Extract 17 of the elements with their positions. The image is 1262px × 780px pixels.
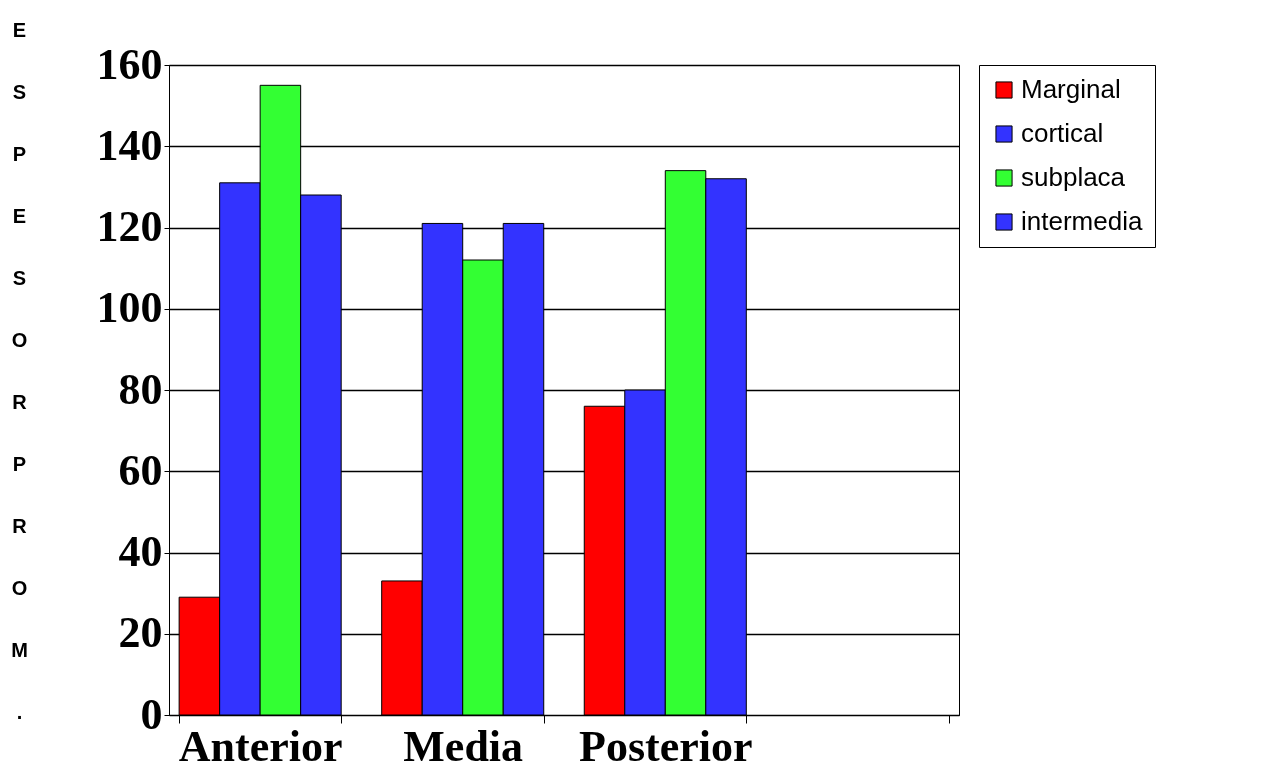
y-tick-label: 100 [96, 283, 163, 333]
y-tick-label: 120 [96, 202, 163, 251]
legend-label: Marginal [1021, 74, 1121, 104]
y-tick-label: 140 [96, 120, 163, 170]
y-tick-label: 80 [118, 364, 163, 414]
text: ESPESOR PROM. [11, 18, 28, 723]
legend-label: subplaca [1021, 162, 1126, 192]
x-tick-label: Anterior [178, 721, 343, 771]
legend-label: intermedia [1021, 206, 1143, 236]
y-tick-label: 160 [96, 39, 163, 89]
y-tick-label: 20 [118, 608, 163, 658]
x-tick-label: Posterior [579, 721, 753, 771]
y-tick-label: 40 [118, 527, 163, 576]
y-tick-label: 0 [140, 689, 163, 739]
y-tick-label: 60 [118, 445, 163, 495]
x-tick-label: Media [403, 721, 524, 771]
legend-label: cortical [1021, 118, 1104, 148]
